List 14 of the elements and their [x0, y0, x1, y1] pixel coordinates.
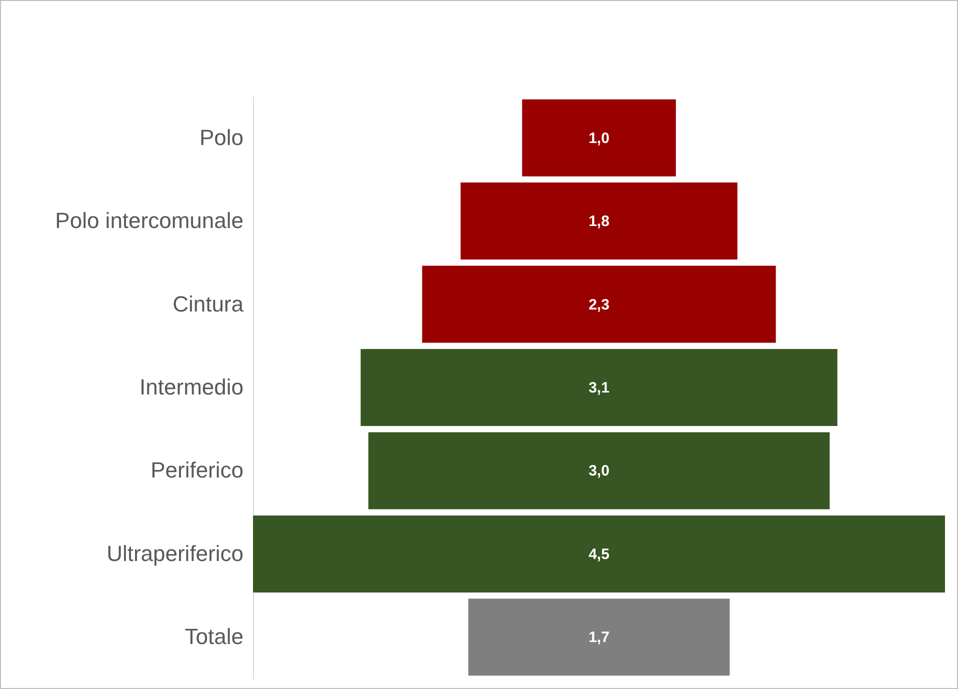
category-label: Totale [184, 624, 244, 650]
category-label: Periferico [150, 458, 244, 483]
data-label: 1,7 [588, 629, 610, 646]
data-label: 4,5 [588, 546, 610, 563]
data-label: 3,1 [588, 380, 610, 396]
category-label: Ultraperiferico [106, 540, 244, 566]
category-label: Polo intercomunale [55, 208, 244, 234]
data-label: 1,0 [588, 130, 610, 147]
category-label: Intermedio [140, 374, 244, 400]
category-label: Polo [199, 124, 244, 150]
category-label: Cintura [172, 291, 244, 316]
data-label: 3,0 [588, 462, 610, 480]
data-label: 2,3 [588, 296, 610, 314]
data-label: 1,8 [588, 213, 610, 230]
